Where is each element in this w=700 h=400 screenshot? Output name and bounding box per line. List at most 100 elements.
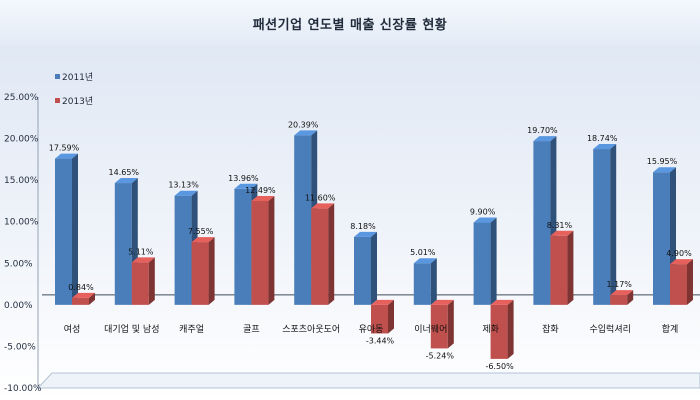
bar-2013-face xyxy=(148,257,155,305)
bar-2013-face xyxy=(550,230,574,236)
category-label: 유아동 xyxy=(359,324,384,335)
y-tick-label: 0.00% xyxy=(4,301,33,311)
data-label-2011: 13.96% xyxy=(228,174,259,183)
bar-2011-face xyxy=(174,190,198,196)
category-label: 잡화 xyxy=(542,323,559,335)
data-label-2011: 9.90% xyxy=(470,208,496,217)
bar-2013-face xyxy=(311,208,329,305)
bar-2011-face xyxy=(593,144,617,150)
bar-2011-face xyxy=(533,141,551,305)
bar-2011-face xyxy=(55,158,72,305)
data-label-2011: 15.95% xyxy=(647,157,678,166)
bar-2011-face xyxy=(234,183,258,189)
data-label-2011: 20.39% xyxy=(288,120,319,129)
bar-2013-face xyxy=(610,295,628,305)
bar-2013 xyxy=(670,259,693,305)
bar-2013-face xyxy=(191,242,209,305)
data-label-2013: -6.50% xyxy=(485,362,514,371)
bar-2013 xyxy=(430,299,454,349)
bar-2011 xyxy=(354,231,377,305)
data-label-2013: 0.84% xyxy=(68,283,94,292)
bar-2013-face xyxy=(371,299,394,305)
bar-2013-face xyxy=(388,299,394,334)
bar-2013-face xyxy=(131,262,149,305)
bar-2011-face xyxy=(174,195,192,305)
data-label-2011: 19.70% xyxy=(527,126,558,135)
bar-2013-face xyxy=(208,237,215,305)
y-tick-label: -5.00% xyxy=(4,342,36,352)
bar-2011-face xyxy=(294,135,312,305)
bar-2011 xyxy=(473,217,497,305)
data-label-2011: 17.59% xyxy=(49,144,80,153)
bar-2011-face xyxy=(371,231,377,305)
bar-2013 xyxy=(251,196,275,305)
bar-2013 xyxy=(72,292,95,305)
bar-2011 xyxy=(593,144,617,305)
bar-2013-face xyxy=(430,299,454,305)
bar-2013-face xyxy=(567,230,574,305)
data-label-2013: 4.90% xyxy=(666,249,692,258)
bar-2011-face xyxy=(473,217,497,223)
title-band: 패션기업 연도별 매출 신장률 현황 xyxy=(0,0,700,46)
data-label-2011: 13.13% xyxy=(168,181,199,190)
bar-2013-face xyxy=(72,292,95,298)
bar-2013-face xyxy=(72,297,89,305)
category-label: 여성 xyxy=(64,323,81,335)
data-label-2013: 7.55% xyxy=(188,227,214,236)
bar-2013-face xyxy=(268,196,275,305)
category-label: 수입럭셔리 xyxy=(589,323,630,335)
bar-2013 xyxy=(610,290,634,305)
bar-2011-face xyxy=(653,172,670,305)
data-label-2013: 1.17% xyxy=(606,280,632,289)
bar-2011-face xyxy=(72,153,78,305)
bar-2011-face xyxy=(354,231,377,237)
legend-swatch-2013 xyxy=(55,98,60,103)
y-tick-label: -10.00% xyxy=(4,384,42,394)
category-label: 제화 xyxy=(482,324,499,335)
bar-2013 xyxy=(311,203,335,305)
data-label-2013: 8.31% xyxy=(547,221,573,230)
data-label-2013: -3.44% xyxy=(366,336,395,345)
bar-2013-face xyxy=(490,304,508,359)
bar-2011 xyxy=(413,258,437,305)
category-label: 캐주얼 xyxy=(179,324,204,335)
bar-2011-face xyxy=(55,153,78,159)
bar-2013-face xyxy=(670,259,693,265)
bar-2011-face xyxy=(413,263,431,305)
legend-label-2011: 2011년 xyxy=(62,72,93,83)
category-label: 대기업 및 남성 xyxy=(104,323,159,335)
bar-2013-face xyxy=(687,259,693,305)
y-tick-label: 20.00% xyxy=(4,135,39,145)
category-label: 합계 xyxy=(662,323,679,335)
bar-2011-face xyxy=(234,188,252,305)
bar-2013-face xyxy=(447,299,454,349)
bar-2013 xyxy=(490,299,514,359)
bar-2013-face xyxy=(371,304,388,334)
bar-2011-face xyxy=(430,258,437,305)
bar-2013-face xyxy=(507,299,514,359)
data-label-2011: 5.01% xyxy=(410,248,436,257)
bar-2013 xyxy=(371,299,394,334)
bar-2013-face xyxy=(251,201,269,305)
chart-title: 패션기업 연도별 매출 신장률 현황 xyxy=(252,17,448,33)
bar-2011-face xyxy=(490,217,497,305)
bar-2011-face xyxy=(473,222,491,305)
bar-2013 xyxy=(131,257,155,305)
bar-2013-face xyxy=(610,290,634,296)
data-label-2013: 11.60% xyxy=(305,193,336,202)
bar-2011-face xyxy=(413,258,437,264)
bar-2011-face xyxy=(533,136,557,142)
bar-2011-face xyxy=(354,236,371,305)
bar-2011-face xyxy=(114,183,132,305)
data-label-2011: 8.18% xyxy=(350,222,376,231)
data-label-2013: 12.49% xyxy=(245,186,276,195)
bar-2013-face xyxy=(328,203,335,305)
y-tick-label: 15.00% xyxy=(4,176,39,186)
data-label-2011: 14.65% xyxy=(109,168,140,177)
data-label-2013: -5.24% xyxy=(426,351,455,360)
bar-2013-face xyxy=(311,203,335,209)
bar-2011-face xyxy=(593,149,611,305)
bar-2013-face xyxy=(490,299,514,305)
